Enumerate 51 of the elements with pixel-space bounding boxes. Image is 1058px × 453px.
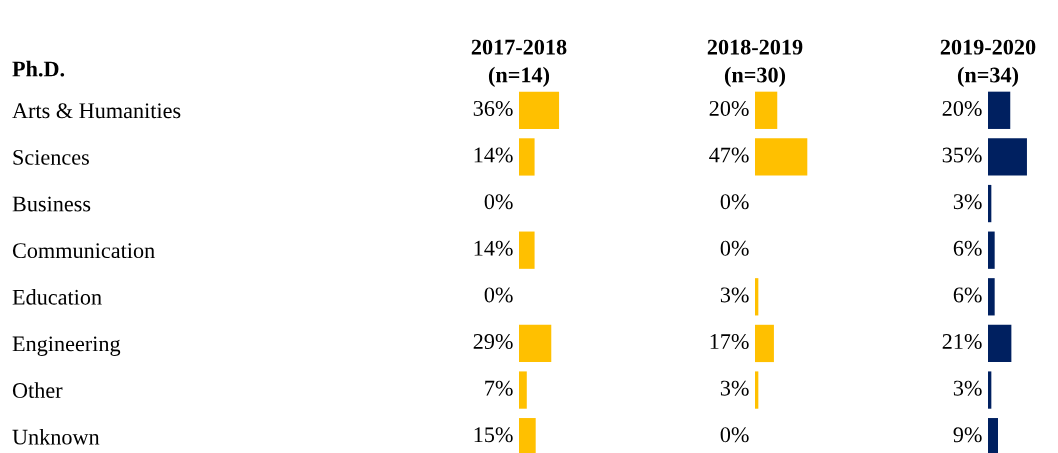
bar	[988, 231, 995, 269]
data-label: 3%	[720, 380, 749, 396]
data-label: 29%	[473, 334, 513, 350]
y-tick-label: Business	[12, 196, 91, 212]
bar	[755, 324, 774, 363]
chart-title: 2017-2018 (n=14)	[471, 39, 567, 87]
data-label: 9%	[953, 427, 982, 443]
data-label: 35%	[942, 147, 982, 163]
data-label: 21%	[942, 334, 982, 350]
y-tick-label: Communication	[12, 243, 155, 259]
bar	[755, 138, 808, 176]
data-label: 0%	[484, 194, 513, 210]
data-label: 3%	[953, 194, 982, 210]
data-label: 6%	[953, 287, 982, 303]
bar	[988, 138, 1027, 176]
y-tick-label: Engineering	[12, 336, 121, 356]
bar	[519, 231, 535, 269]
y-tick-label: Arts & Humanities	[12, 103, 181, 119]
data-label: 0%	[720, 240, 749, 256]
bar	[519, 324, 552, 363]
data-label: 3%	[720, 287, 749, 303]
data-label: 0%	[720, 194, 749, 210]
data-label: 3%	[953, 380, 982, 396]
data-label: 0%	[484, 287, 513, 303]
data-label: 20%	[709, 100, 749, 116]
data-label: 47%	[709, 147, 749, 163]
data-label: 14%	[474, 147, 513, 163]
y-tick-label: Other	[12, 382, 63, 398]
bar	[519, 91, 560, 129]
data-label: 6%	[953, 240, 982, 256]
text: Ph.D.	[12, 60, 65, 77]
y-tick-label: Unknown	[12, 428, 100, 445]
data-label: 36%	[473, 100, 513, 116]
bar	[988, 371, 992, 409]
chart-title: 2019-2020 (n=34)	[940, 39, 1036, 87]
bar	[988, 324, 1012, 363]
bar	[755, 371, 759, 409]
bar	[988, 278, 995, 316]
data-label: 15%	[474, 427, 513, 443]
bar	[519, 371, 527, 409]
bar	[988, 91, 1011, 129]
data-label: 14%	[474, 240, 513, 256]
data-label: 17%	[710, 334, 749, 350]
y-tick-label: Sciences	[13, 149, 89, 165]
bar	[519, 138, 535, 176]
y-tick-label: Education	[12, 289, 102, 305]
chart-title: 2018-2019 (n=30)	[707, 39, 803, 87]
data-label: 0%	[720, 427, 749, 443]
bar	[755, 91, 778, 129]
data-label: 20%	[942, 100, 982, 116]
data-label: 7%	[485, 380, 513, 396]
